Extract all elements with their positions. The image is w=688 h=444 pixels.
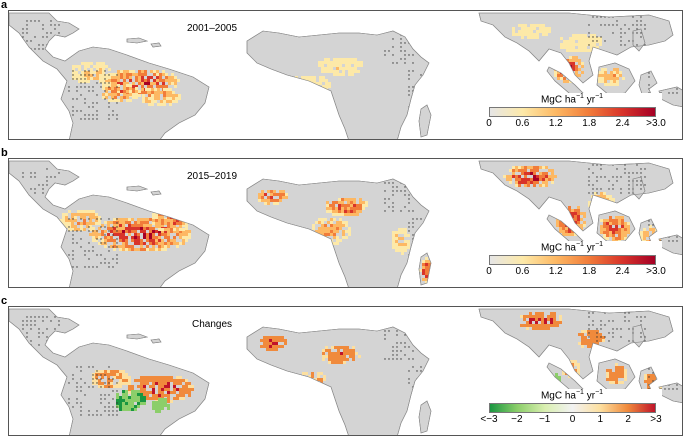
colorbar-tick-label: 1 xyxy=(597,414,604,425)
colorbar: MgC ha−1 yr−1 <−3 −2 −1 0 1 2 >3 xyxy=(480,389,662,435)
colorbar-tick-label: 1.2 xyxy=(548,266,563,277)
map-layer xyxy=(9,160,682,287)
colorbar-tick-label: 0.6 xyxy=(515,118,530,129)
map-layer xyxy=(9,12,682,139)
colorbar-tick-label: −2 xyxy=(511,414,523,425)
colorbar-tick-label: <−3 xyxy=(480,414,498,425)
colorbar-tick-label: 1.8 xyxy=(582,118,597,129)
map-panel-b: b 2015–2019 MgC ha−1 yr−1 0 0.6 1.2 1.8 2.4 >… xyxy=(0,147,688,296)
colorbar-ticks: <−3 −2 −1 0 1 2 >3 xyxy=(480,414,661,432)
landmass-seasia xyxy=(478,308,674,380)
colorbar-unit: MgC ha−1 yr−1 xyxy=(540,93,604,106)
colorbar-unit: MgC ha−1 yr−1 xyxy=(540,389,604,402)
panel-letter: c xyxy=(1,295,8,307)
colorbar-tick-label: 2.4 xyxy=(615,118,630,129)
map-panel-c: c Changes MgC ha−1 yr−1 <−3 −2 −1 0 1 2 >3 xyxy=(0,295,688,444)
colorbar-tick-label: >3 xyxy=(650,414,662,425)
panel-letter: a xyxy=(1,0,8,11)
map-frame: 2015–2019 MgC ha−1 yr−1 0 0.6 1.2 1.8 2.4 >3.… xyxy=(8,158,683,288)
colorbar-ticks: 0 0.6 1.2 1.8 2.4 >3.0 xyxy=(486,118,666,136)
colorbar-tick-label: 0.6 xyxy=(515,266,530,277)
colorbar-tick-label: 0 xyxy=(486,266,492,277)
colorbar-tick-label: 1.2 xyxy=(548,118,563,129)
colorbar: MgC ha−1 yr−1 0 0.6 1.2 1.8 2.4 >3.0 xyxy=(482,93,666,139)
colorbar-tick-label: >3.0 xyxy=(646,118,666,129)
colorbar-tick-label: 0 xyxy=(569,414,576,425)
colorbar: MgC ha−1 yr−1 0 0.6 1.2 1.8 2.4 >3.0 xyxy=(482,241,666,287)
colorbar-unit: MgC ha−1 yr−1 xyxy=(540,241,604,254)
landmass-africa xyxy=(246,30,430,139)
panel-title: Changes xyxy=(191,319,233,330)
colorbar-tick-label: 1.8 xyxy=(582,266,597,277)
map-panel-a: a 2001–2005 MgC ha−1 yr−1 0 0.6 1.2 1.8 2.4 >… xyxy=(0,0,688,148)
panel-title: 2001–2005 xyxy=(186,23,238,34)
colorbar-tick-label: 2.4 xyxy=(615,266,630,277)
map-frame: Changes MgC ha−1 yr−1 <−3 −2 −1 0 1 2 >3 xyxy=(8,306,683,436)
panel-letter: b xyxy=(1,147,8,159)
colorbar-tick-label: 0 xyxy=(486,118,492,129)
colorbar-gradient xyxy=(489,403,656,413)
panel-title: 2015–2019 xyxy=(186,171,238,182)
colorbar-tick-label: >3.0 xyxy=(646,266,666,277)
map-frame: 2001–2005 MgC ha−1 yr−1 0 0.6 1.2 1.8 2.4 >3.… xyxy=(8,10,683,140)
colorbar-ticks: 0 0.6 1.2 1.8 2.4 >3.0 xyxy=(486,266,666,284)
colorbar-tick-label: −1 xyxy=(538,414,551,425)
colorbar-tick-label: 2 xyxy=(625,414,631,425)
colorbar-gradient xyxy=(489,255,656,265)
colorbar-gradient xyxy=(489,107,656,117)
map-layer xyxy=(9,308,682,435)
